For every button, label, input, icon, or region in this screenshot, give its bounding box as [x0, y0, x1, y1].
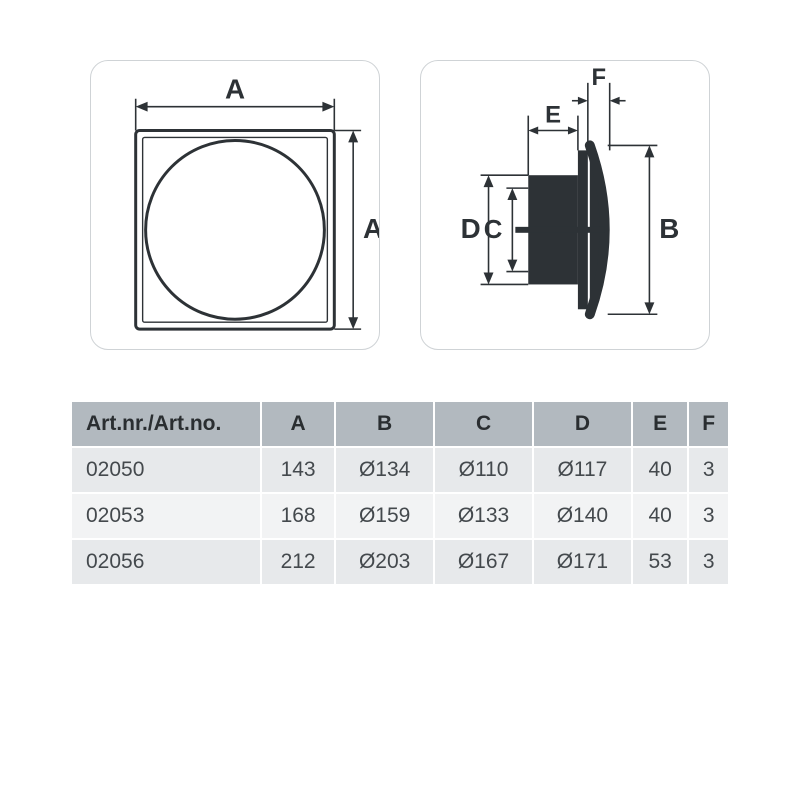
cell: 40	[632, 493, 689, 539]
cell: 212	[261, 539, 335, 585]
spec-table: Art.nr./Art.no. A B C D E F 02050 143 Ø1…	[70, 400, 730, 586]
cell-artno: 02053	[71, 493, 261, 539]
dim-label-D: D	[461, 213, 481, 244]
col-F: F	[688, 401, 729, 447]
dim-label-F: F	[591, 64, 606, 91]
col-C: C	[434, 401, 533, 447]
cell: Ø171	[533, 539, 632, 585]
col-A: A	[261, 401, 335, 447]
cell: 40	[632, 447, 689, 493]
dim-label-B: B	[659, 213, 679, 244]
table-row: 02053 168 Ø159 Ø133 Ø140 40 3	[71, 493, 729, 539]
dim-label-E: E	[545, 102, 561, 129]
cell: 3	[688, 447, 729, 493]
table-row: 02050 143 Ø134 Ø110 Ø117 40 3	[71, 447, 729, 493]
cell: Ø203	[335, 539, 434, 585]
cell: Ø167	[434, 539, 533, 585]
col-D: D	[533, 401, 632, 447]
diagram-row: A A	[70, 60, 730, 350]
col-E: E	[632, 401, 689, 447]
cell-artno: 02056	[71, 539, 261, 585]
cell: 53	[632, 539, 689, 585]
cell: Ø140	[533, 493, 632, 539]
cell: Ø117	[533, 447, 632, 493]
cell: 143	[261, 447, 335, 493]
col-B: B	[335, 401, 434, 447]
diagram-front-view: A A	[90, 60, 380, 350]
cell: Ø134	[335, 447, 434, 493]
col-artno: Art.nr./Art.no.	[71, 401, 261, 447]
dim-label-C: C	[484, 216, 503, 244]
cell: Ø159	[335, 493, 434, 539]
dim-label-A-right: A	[363, 213, 379, 244]
table-header-row: Art.nr./Art.no. A B C D E F	[71, 401, 729, 447]
cell: 168	[261, 493, 335, 539]
dim-label-A-top: A	[225, 74, 245, 105]
cell: 3	[688, 539, 729, 585]
cell: Ø110	[434, 447, 533, 493]
table-row: 02056 212 Ø203 Ø167 Ø171 53 3	[71, 539, 729, 585]
diagram-side-view: E F D	[420, 60, 710, 350]
cell: Ø133	[434, 493, 533, 539]
cell: 3	[688, 493, 729, 539]
cell-artno: 02050	[71, 447, 261, 493]
